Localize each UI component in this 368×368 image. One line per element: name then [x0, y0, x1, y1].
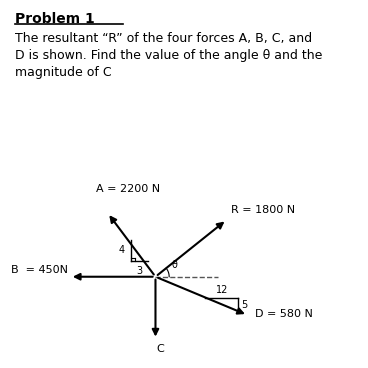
Text: 4: 4 [119, 245, 125, 255]
Text: The resultant “R” of the four forces A, B, C, and
D is shown. Find the value of : The resultant “R” of the four forces A, … [15, 32, 322, 79]
Text: θ: θ [171, 261, 177, 270]
Text: A = 2200 N: A = 2200 N [96, 184, 160, 194]
Text: D = 580 N: D = 580 N [255, 309, 313, 319]
Text: 12: 12 [216, 285, 228, 295]
Text: 3: 3 [137, 266, 142, 276]
Text: B  = 450N: B = 450N [11, 265, 68, 275]
Text: Problem 1: Problem 1 [15, 12, 95, 26]
Text: R = 1800 N: R = 1800 N [231, 205, 295, 215]
Text: C: C [157, 344, 164, 354]
Text: 5: 5 [241, 300, 247, 310]
